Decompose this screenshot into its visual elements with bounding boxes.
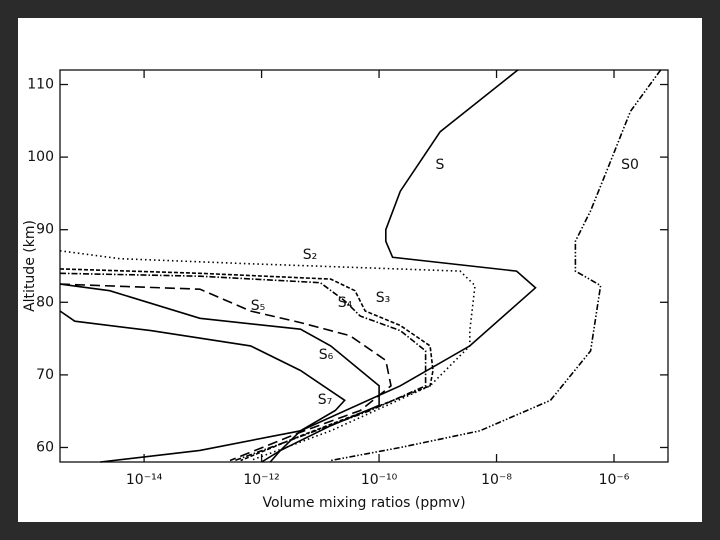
x-tick-label: 10⁻¹² <box>243 472 279 488</box>
series-line <box>59 283 392 462</box>
series-label: S₇ <box>318 392 333 408</box>
x-tick-label: 10⁻⁶ <box>599 472 630 488</box>
plot-frame <box>59 69 669 463</box>
x-tick-label: 10⁻¹⁰ <box>361 472 398 488</box>
series-line <box>330 69 662 462</box>
series-line <box>59 268 434 462</box>
series-label: S₃ <box>376 290 391 306</box>
y-tick-label: 70 <box>36 367 54 383</box>
panel <box>18 18 702 522</box>
series-label: S₂ <box>303 247 318 263</box>
series-label: S0 <box>621 157 639 173</box>
y-tick-label: 100 <box>27 149 54 165</box>
y-tick-label: 110 <box>27 77 54 93</box>
x-tick-label: 10⁻⁸ <box>481 472 512 488</box>
y-tick-label: 90 <box>36 222 54 238</box>
y-tick-label: 80 <box>36 294 54 310</box>
series-label: S₅ <box>251 298 266 314</box>
series-label: S₆ <box>319 347 334 363</box>
series-line <box>59 283 380 463</box>
series-label: S₄ <box>338 295 353 311</box>
y-tick-label: 60 <box>36 439 54 455</box>
series-label: S <box>436 157 445 173</box>
series-line <box>59 310 346 463</box>
x-tick-label: 10⁻¹⁴ <box>126 472 163 488</box>
x-axis-label: Volume mixing ratios (ppmv) <box>262 495 465 511</box>
y-axis-label: Altitude (km) <box>22 220 38 312</box>
